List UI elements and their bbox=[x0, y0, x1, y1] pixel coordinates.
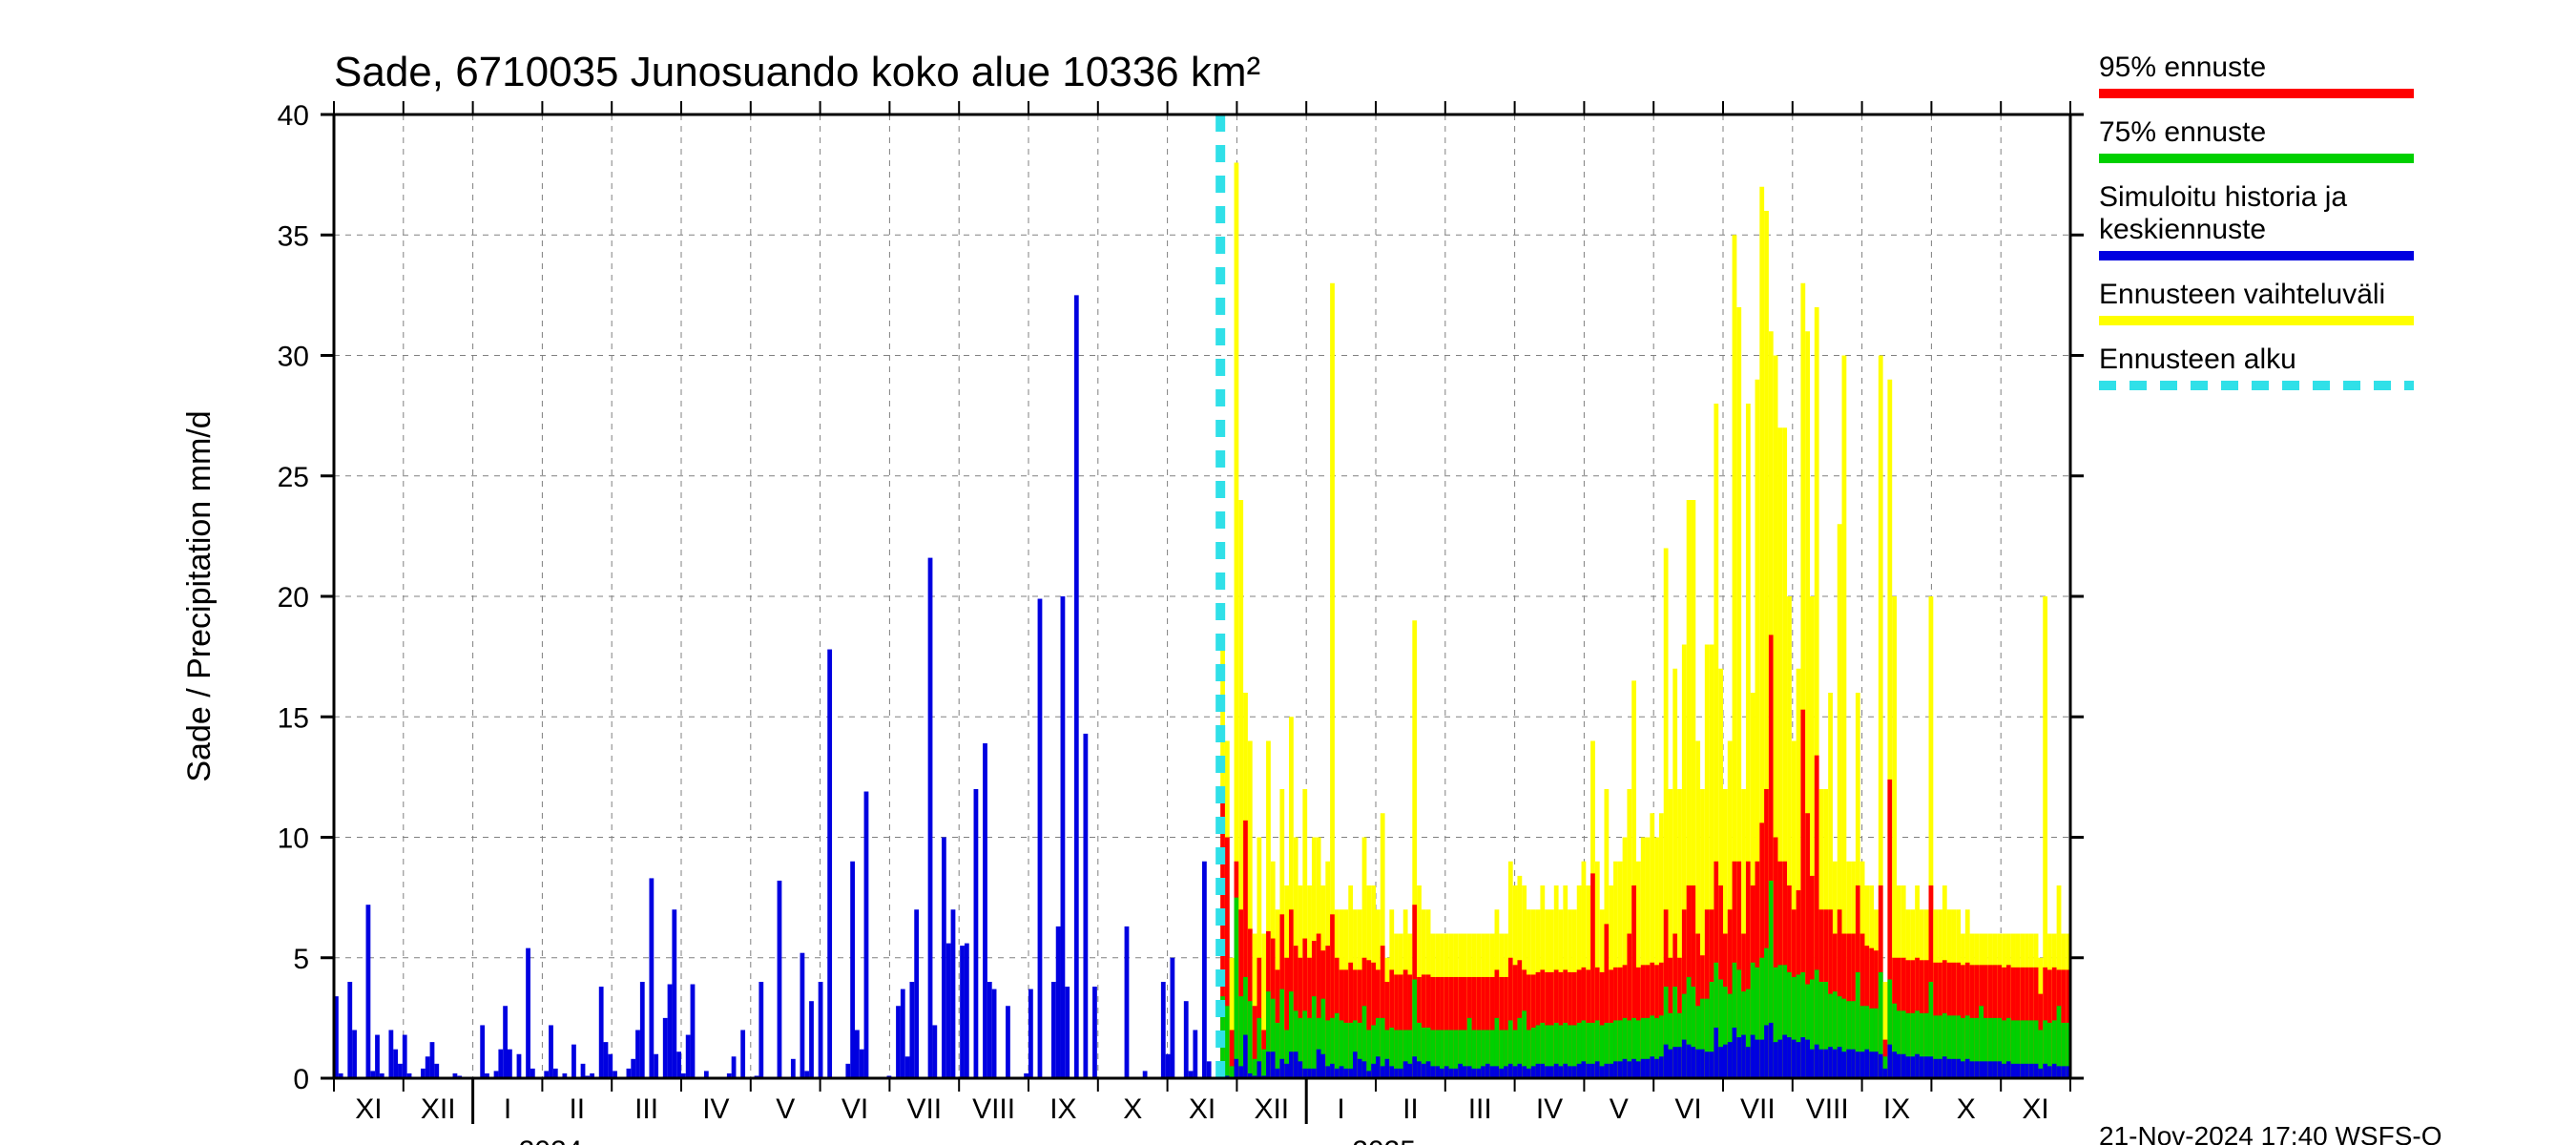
xtick-month: VII bbox=[906, 1093, 942, 1125]
legend-label-sim-2: keskiennuste bbox=[2099, 214, 2266, 245]
ytick-label: 25 bbox=[278, 462, 309, 493]
year-label: 2024 bbox=[519, 1135, 583, 1145]
xtick-month: V bbox=[1610, 1093, 1629, 1125]
ytick-label: 40 bbox=[278, 100, 309, 132]
chart-title: Sade, 6710035 Junosuando koko alue 10336… bbox=[334, 49, 1260, 95]
xtick-month: VIII bbox=[1806, 1093, 1849, 1125]
xtick-month: III bbox=[1468, 1093, 1492, 1125]
xtick-month: XI bbox=[2022, 1093, 2048, 1125]
xtick-month: VI bbox=[1674, 1093, 1701, 1125]
xtick-month: X bbox=[1957, 1093, 1976, 1125]
footer-timestamp: 21-Nov-2024 17:40 WSFS-O bbox=[2099, 1121, 2442, 1145]
xtick-month: XII bbox=[1254, 1093, 1289, 1125]
ytick-label: 35 bbox=[278, 220, 309, 252]
xtick-month: VI bbox=[841, 1093, 868, 1125]
legend: 95% ennuste 75% ennuste Simuloitu historia… bbox=[2099, 52, 2414, 385]
xtick-month: VII bbox=[1740, 1093, 1776, 1125]
year-label: 2025 bbox=[1352, 1135, 1416, 1145]
ytick-label: 5 bbox=[293, 944, 309, 975]
xtick-month: IX bbox=[1049, 1093, 1076, 1125]
xtick-month: IV bbox=[702, 1093, 729, 1125]
xtick-month: III bbox=[634, 1093, 658, 1125]
xtick-month: II bbox=[569, 1093, 585, 1125]
legend-label-sim-1: Simuloitu historia ja bbox=[2099, 181, 2347, 213]
xtick-month: XII bbox=[421, 1093, 456, 1125]
xtick-month: X bbox=[1123, 1093, 1142, 1125]
legend-label-p75: 75% ennuste bbox=[2099, 116, 2266, 148]
xtick-month: IV bbox=[1536, 1093, 1563, 1125]
xtick-month: II bbox=[1402, 1093, 1419, 1125]
xtick-month: IX bbox=[1883, 1093, 1910, 1125]
xtick-month: V bbox=[776, 1093, 795, 1125]
y-axis-label: Sade / Precipitation mm/d bbox=[181, 410, 218, 781]
xtick-month: I bbox=[504, 1093, 511, 1125]
legend-label-p95: 95% ennuste bbox=[2099, 52, 2266, 83]
ytick-label: 10 bbox=[278, 823, 309, 855]
ytick-label: 0 bbox=[293, 1064, 309, 1095]
ytick-label: 15 bbox=[278, 702, 309, 734]
precipitation-chart: 0510152025303540XIXIIIIIIIIIVVVIVIIVIIII… bbox=[0, 0, 2576, 1145]
chart-svg: 0510152025303540XIXIIIIIIIIIVVVIVIIVIIII… bbox=[0, 0, 2576, 1145]
ytick-label: 20 bbox=[278, 582, 309, 614]
xtick-month: XI bbox=[1189, 1093, 1215, 1125]
xtick-month: I bbox=[1337, 1093, 1344, 1125]
xtick-month: XI bbox=[355, 1093, 382, 1125]
ytick-label: 30 bbox=[278, 342, 309, 373]
xtick-month: VIII bbox=[972, 1093, 1015, 1125]
legend-label-range: Ennusteen vaihteluväli bbox=[2099, 279, 2385, 310]
legend-label-start: Ennusteen alku bbox=[2099, 344, 2296, 375]
